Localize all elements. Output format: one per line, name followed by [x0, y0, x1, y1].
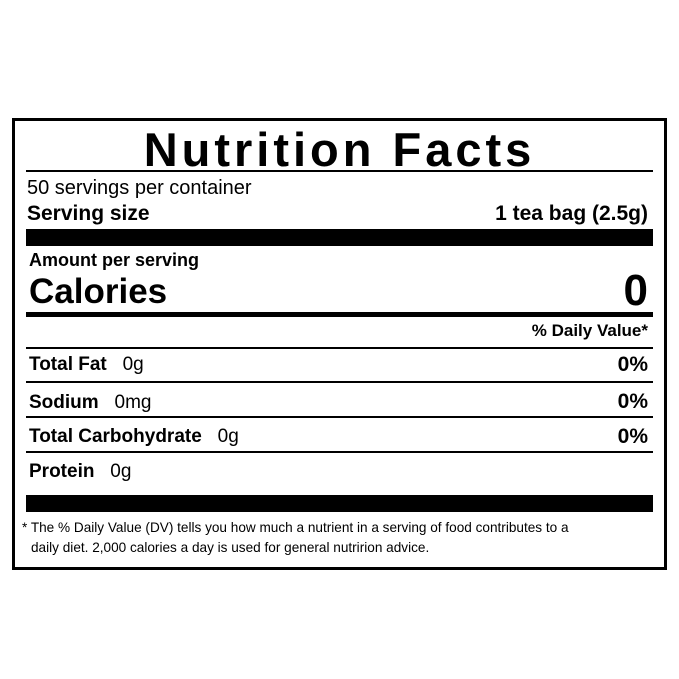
calories-label: Calories [29, 272, 168, 311]
nutrient-amount: 0mg [114, 392, 152, 413]
divider [26, 347, 653, 349]
calories-value: 0 [623, 266, 648, 315]
nutrition-facts-label: Nutrition Facts 50 servings per containe… [12, 118, 667, 570]
nutrient-dv: 0% [617, 353, 648, 376]
serving-size-value: 1 tea bag (2.5g) [495, 202, 648, 225]
medium-divider [26, 312, 653, 317]
nutrient-label: Total Fat [29, 354, 107, 375]
nutrient-label: Protein [29, 461, 95, 482]
divider [26, 451, 653, 453]
divider [26, 381, 653, 383]
nutrient-label: Total Carbohydrate [29, 426, 202, 447]
nutrient-dv: 0% [617, 425, 648, 448]
nutrient-row-sodium: Sodium 0mg [29, 393, 151, 412]
amount-per-serving: Amount per serving [29, 250, 200, 270]
nutrient-dv: 0% [617, 390, 648, 413]
title-divider [26, 170, 653, 172]
nutrient-amount: 0g [110, 461, 132, 482]
servings-per-container: 50 servings per container [27, 177, 252, 199]
thick-divider [26, 229, 653, 246]
serving-size-label: Serving size [27, 202, 150, 225]
label-title: Nutrition Facts [143, 123, 536, 176]
nutrient-label: Sodium [29, 392, 99, 413]
thick-divider [26, 495, 653, 512]
nutrient-amount: 0g [217, 426, 239, 447]
footnote-line-1: * The % Daily Value (DV) tells you how m… [22, 520, 569, 535]
daily-value-header: % Daily Value* [531, 321, 648, 340]
divider [26, 416, 653, 418]
nutrient-row-protein: Protein 0g [29, 462, 131, 481]
footnote-line-2: daily diet. 2,000 calories a day is used… [31, 540, 430, 555]
nutrient-row-total-carbohydrate: Total Carbohydrate 0g [29, 427, 239, 446]
nutrient-amount: 0g [122, 354, 144, 375]
nutrient-row-total-fat: Total Fat 0g [29, 355, 144, 374]
